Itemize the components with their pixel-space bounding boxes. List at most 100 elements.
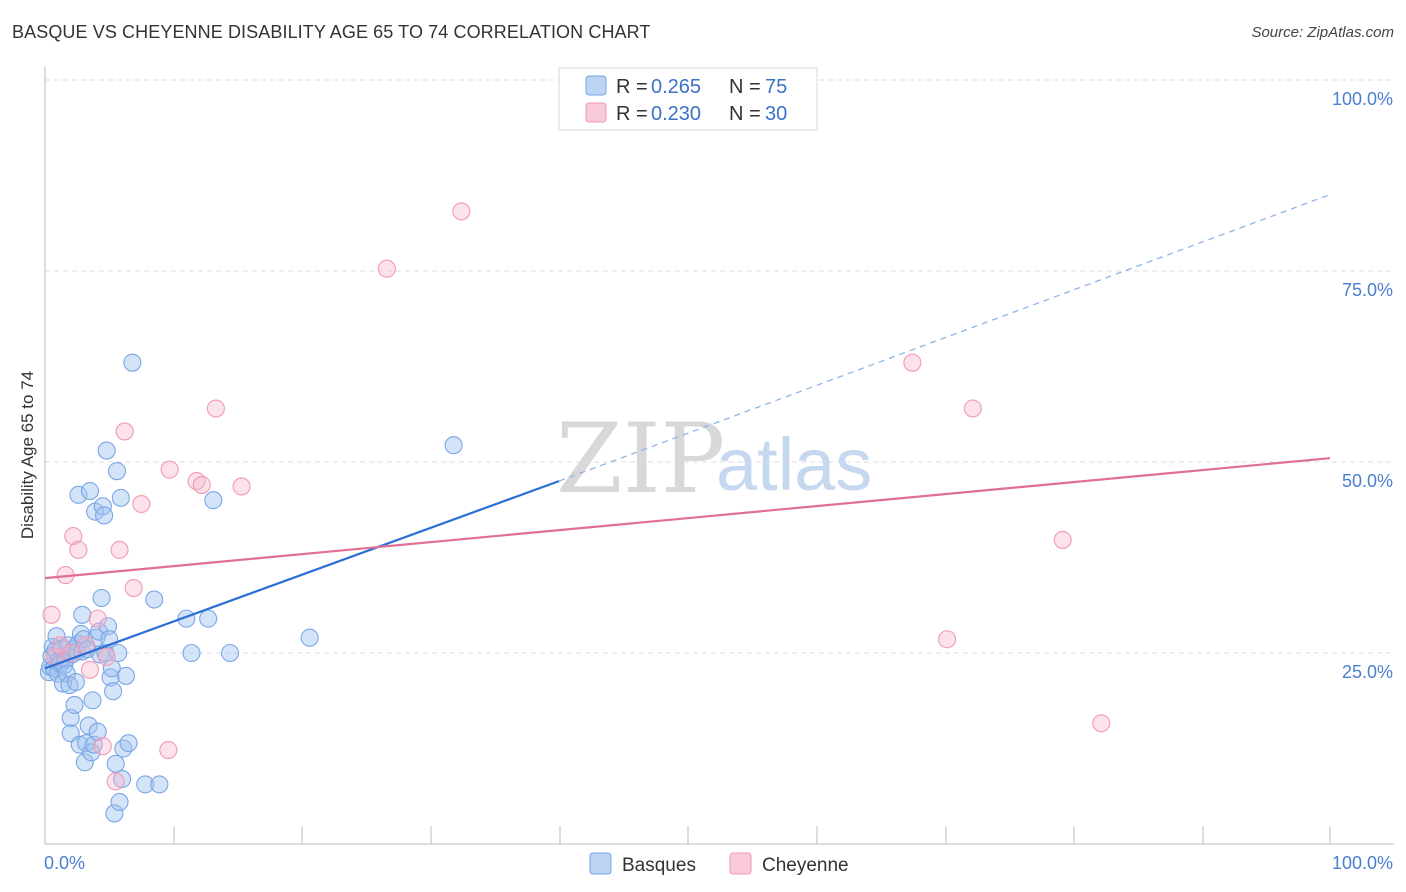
point-cheyenne-14 <box>115 422 134 441</box>
point-cheyenne-11 <box>97 647 116 666</box>
point-basques-72 <box>220 643 240 663</box>
bottom-legend-label-basques: Basques <box>622 855 696 876</box>
point-cheyenne-9 <box>88 609 107 628</box>
point-cheyenne-16 <box>132 494 151 514</box>
point-basques-71 <box>204 491 223 510</box>
points-cheyenne <box>42 202 1111 791</box>
point-cheyenne-0 <box>42 605 61 624</box>
source-label: Source: ZipAtlas.com <box>1251 24 1394 41</box>
bottom-legend-swatch-cheyenne <box>729 852 752 875</box>
point-basques-63 <box>119 734 138 753</box>
x-tick-label-1: 100.0% <box>1332 853 1393 873</box>
bottom-legend-swatch-basques <box>589 852 612 875</box>
point-basques-62 <box>116 666 136 685</box>
chart-title: BASQUE VS CHEYENNE DISABILITY AGE 65 TO … <box>12 22 651 42</box>
point-basques-35 <box>80 481 100 501</box>
point-basques-44 <box>92 588 111 608</box>
trend-lines <box>44 193 1331 670</box>
point-cheyenne-10 <box>93 737 112 756</box>
point-basques-61 <box>114 739 133 758</box>
point-cheyenne-8 <box>80 660 100 679</box>
point-basques-34 <box>79 716 98 735</box>
point-basques-37 <box>83 691 102 710</box>
legend-n-value-basques: 75 <box>765 76 787 98</box>
y-tick-label-2: 75.0% <box>1342 280 1393 300</box>
legend-n-label-basques: N = <box>729 76 761 98</box>
point-basques-56 <box>107 462 127 481</box>
point-cheyenne-26 <box>938 630 957 649</box>
y-axis-title: Disability Age 65 to 74 <box>18 371 37 539</box>
watermark: ZIP atlas <box>556 403 872 515</box>
point-basques-22 <box>66 672 85 692</box>
point-cheyenne-6 <box>69 540 88 559</box>
legend-top: R = 0.265 N = 75 R = 0.230 N = 30 <box>558 67 818 131</box>
trend-line-cheyenne <box>44 457 1331 580</box>
point-basques-48 <box>97 441 116 460</box>
point-basques-73 <box>300 628 319 647</box>
point-cheyenne-17 <box>159 740 178 760</box>
legend-r-value-cheyenne: 0.230 <box>651 103 701 125</box>
point-basques-55 <box>106 754 125 773</box>
trend-line-basques <box>44 480 560 670</box>
axes <box>44 67 1394 845</box>
watermark-zip: ZIP <box>556 403 725 515</box>
legend-n-value-cheyenne: 30 <box>765 103 787 125</box>
point-cheyenne-13 <box>110 540 129 559</box>
point-cheyenne-18 <box>160 460 179 479</box>
y-tick-label-3: 100.0% <box>1332 89 1393 109</box>
point-basques-45 <box>93 497 112 516</box>
x-tick-label-0: 0.0% <box>44 853 85 873</box>
point-basques-59 <box>111 488 130 507</box>
point-basques-57 <box>109 643 128 663</box>
legend-bottom: Basques Cheyenne <box>589 852 849 876</box>
watermark-atlas: atlas <box>716 423 872 506</box>
legend-swatch-cheyenne <box>585 102 607 123</box>
point-cheyenne-27 <box>963 399 982 418</box>
legend-n-label-cheyenne: N = <box>729 103 761 125</box>
points-basques <box>39 353 463 823</box>
point-cheyenne-22 <box>232 477 251 496</box>
point-cheyenne-15 <box>124 579 143 598</box>
legend-swatch-basques <box>585 75 607 96</box>
point-basques-74 <box>444 436 463 455</box>
bottom-legend-label-cheyenne: Cheyenne <box>762 855 849 876</box>
y-tick-label-0: 25.0% <box>1342 662 1393 682</box>
point-cheyenne-24 <box>452 202 471 221</box>
trend-line-basques-extension <box>558 193 1331 482</box>
point-basques-53 <box>104 682 123 701</box>
point-cheyenne-5 <box>64 527 83 546</box>
point-basques-70 <box>199 609 218 628</box>
point-basques-41 <box>88 722 107 741</box>
point-basques-58 <box>110 792 129 812</box>
point-basques-52 <box>102 659 121 678</box>
point-basques-29 <box>73 605 92 624</box>
point-basques-66 <box>145 590 164 609</box>
point-cheyenne-23 <box>377 259 396 278</box>
point-basques-51 <box>101 668 120 687</box>
point-basques-64 <box>123 353 142 372</box>
point-cheyenne-28 <box>1053 530 1072 549</box>
legend-r-value-basques: 0.265 <box>651 76 701 98</box>
point-cheyenne-12 <box>106 772 125 791</box>
y-tick-labels: 25.0% 50.0% 75.0% 100.0% <box>1332 89 1393 682</box>
point-basques-49 <box>98 617 118 636</box>
point-basques-67 <box>150 775 169 794</box>
point-basques-25 <box>69 485 88 504</box>
point-basques-21 <box>65 695 84 715</box>
point-basques-46 <box>95 506 114 525</box>
y-tick-label-1: 50.0% <box>1342 471 1393 491</box>
point-basques-42 <box>89 622 109 641</box>
point-basques-54 <box>105 804 124 823</box>
point-cheyenne-21 <box>206 399 225 418</box>
point-cheyenne-2 <box>51 636 70 655</box>
legend-r-label-basques: R = <box>616 76 648 98</box>
point-basques-31 <box>75 753 94 772</box>
point-basques-65 <box>136 775 155 794</box>
point-cheyenne-29 <box>1092 714 1111 733</box>
point-cheyenne-20 <box>192 475 211 494</box>
legend-r-label-cheyenne: R = <box>616 103 648 125</box>
point-basques-69 <box>182 643 201 663</box>
x-tick-labels: 0.0% 100.0% <box>44 853 1393 873</box>
point-cheyenne-25 <box>903 353 922 372</box>
